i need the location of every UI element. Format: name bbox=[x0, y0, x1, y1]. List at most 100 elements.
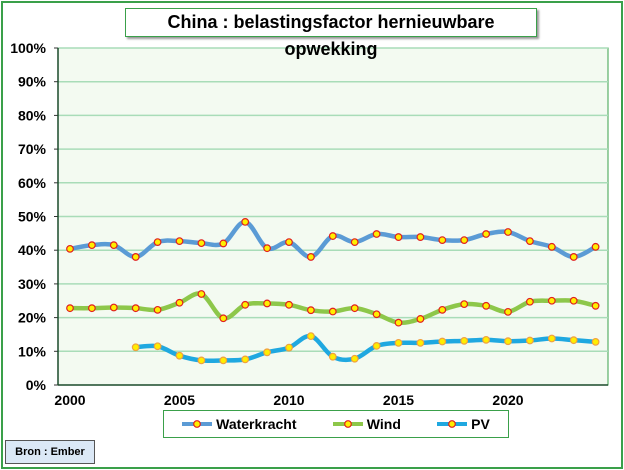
data-point bbox=[416, 315, 425, 323]
data-point bbox=[547, 334, 556, 343]
y-tick-label: 70% bbox=[18, 141, 47, 157]
data-point bbox=[307, 253, 315, 261]
data-point bbox=[175, 351, 184, 360]
data-point bbox=[438, 337, 447, 346]
y-tick-label: 0% bbox=[26, 377, 47, 393]
data-point bbox=[109, 303, 118, 312]
data-point bbox=[109, 241, 118, 250]
data-point bbox=[285, 343, 293, 352]
data-point bbox=[350, 304, 359, 313]
chart-title: China : belastingsfactor hernieuwbare op… bbox=[125, 8, 537, 59]
legend-marker-icon bbox=[182, 420, 213, 428]
data-point bbox=[416, 233, 425, 241]
data-point bbox=[285, 238, 293, 247]
data-point bbox=[460, 300, 469, 309]
x-tick-label: 2000 bbox=[54, 392, 85, 408]
data-point bbox=[241, 217, 250, 226]
data-point bbox=[504, 228, 512, 236]
data-point bbox=[66, 304, 74, 313]
data-point bbox=[241, 355, 250, 364]
data-point bbox=[175, 237, 184, 246]
data-point bbox=[394, 338, 403, 347]
data-point bbox=[569, 336, 578, 345]
data-point bbox=[547, 296, 556, 305]
legend-marker-icon bbox=[437, 420, 468, 428]
y-tick-label: 40% bbox=[18, 242, 47, 258]
legend-item: Wind bbox=[332, 416, 401, 432]
data-point bbox=[263, 244, 272, 253]
data-point bbox=[438, 236, 447, 244]
data-point bbox=[307, 306, 315, 315]
data-point bbox=[482, 301, 491, 310]
y-tick-label: 90% bbox=[18, 74, 47, 90]
data-point bbox=[372, 310, 381, 319]
data-point bbox=[197, 290, 206, 298]
data-point bbox=[197, 356, 206, 365]
data-point bbox=[350, 354, 359, 363]
legend-label: Waterkracht bbox=[216, 416, 297, 432]
x-tick-label: 2010 bbox=[273, 392, 304, 408]
data-point bbox=[504, 337, 512, 346]
data-point bbox=[328, 232, 337, 240]
data-point bbox=[591, 242, 600, 251]
y-tick-label: 20% bbox=[18, 310, 47, 326]
data-point bbox=[526, 237, 534, 246]
data-point bbox=[328, 307, 337, 316]
legend-marker-icon bbox=[332, 420, 363, 428]
data-point bbox=[131, 304, 140, 313]
x-tick-label: 2015 bbox=[383, 392, 414, 408]
y-tick-label: 10% bbox=[18, 343, 47, 359]
data-point bbox=[87, 241, 96, 250]
data-point bbox=[219, 356, 228, 365]
data-point bbox=[547, 242, 556, 251]
data-point bbox=[591, 301, 600, 310]
x-tick-label: 2020 bbox=[492, 392, 523, 408]
series-line-pv bbox=[133, 333, 598, 364]
data-point bbox=[263, 348, 272, 357]
data-point bbox=[219, 239, 228, 248]
data-point bbox=[66, 244, 74, 253]
data-point bbox=[328, 352, 337, 361]
data-point bbox=[394, 233, 403, 241]
data-point bbox=[394, 318, 403, 327]
data-point bbox=[285, 300, 293, 309]
y-tick-label: 80% bbox=[18, 107, 47, 123]
data-point bbox=[131, 343, 140, 352]
y-tick-label: 60% bbox=[18, 175, 47, 191]
data-point bbox=[350, 238, 359, 247]
legend: Waterkracht Wind PV bbox=[163, 410, 509, 438]
y-tick-label: 100% bbox=[10, 40, 46, 56]
data-point bbox=[526, 336, 534, 345]
data-point bbox=[175, 298, 184, 307]
data-point bbox=[591, 337, 600, 346]
data-point bbox=[504, 307, 512, 316]
x-tick-label: 2005 bbox=[164, 392, 195, 408]
data-point bbox=[307, 332, 315, 341]
legend-item: PV bbox=[437, 416, 490, 432]
data-point bbox=[482, 335, 491, 344]
data-point bbox=[197, 239, 206, 248]
data-point bbox=[569, 296, 578, 305]
data-point bbox=[569, 253, 578, 261]
data-point bbox=[460, 236, 469, 244]
data-point bbox=[131, 253, 140, 261]
data-point bbox=[241, 300, 250, 309]
source-label: Bron : Ember bbox=[5, 440, 95, 464]
data-point bbox=[153, 305, 162, 314]
data-point bbox=[372, 342, 381, 350]
data-point bbox=[482, 230, 491, 238]
data-point bbox=[219, 314, 228, 323]
legend-item: Waterkracht bbox=[182, 416, 297, 432]
data-point bbox=[87, 304, 96, 313]
data-point bbox=[416, 338, 425, 347]
data-point bbox=[153, 238, 162, 247]
data-point bbox=[372, 230, 381, 238]
data-point bbox=[526, 297, 534, 306]
data-point bbox=[263, 299, 272, 308]
y-tick-label: 30% bbox=[18, 276, 47, 292]
y-tick-label: 50% bbox=[18, 209, 47, 225]
data-point bbox=[153, 342, 162, 351]
data-point bbox=[438, 305, 447, 314]
data-point bbox=[460, 336, 469, 345]
